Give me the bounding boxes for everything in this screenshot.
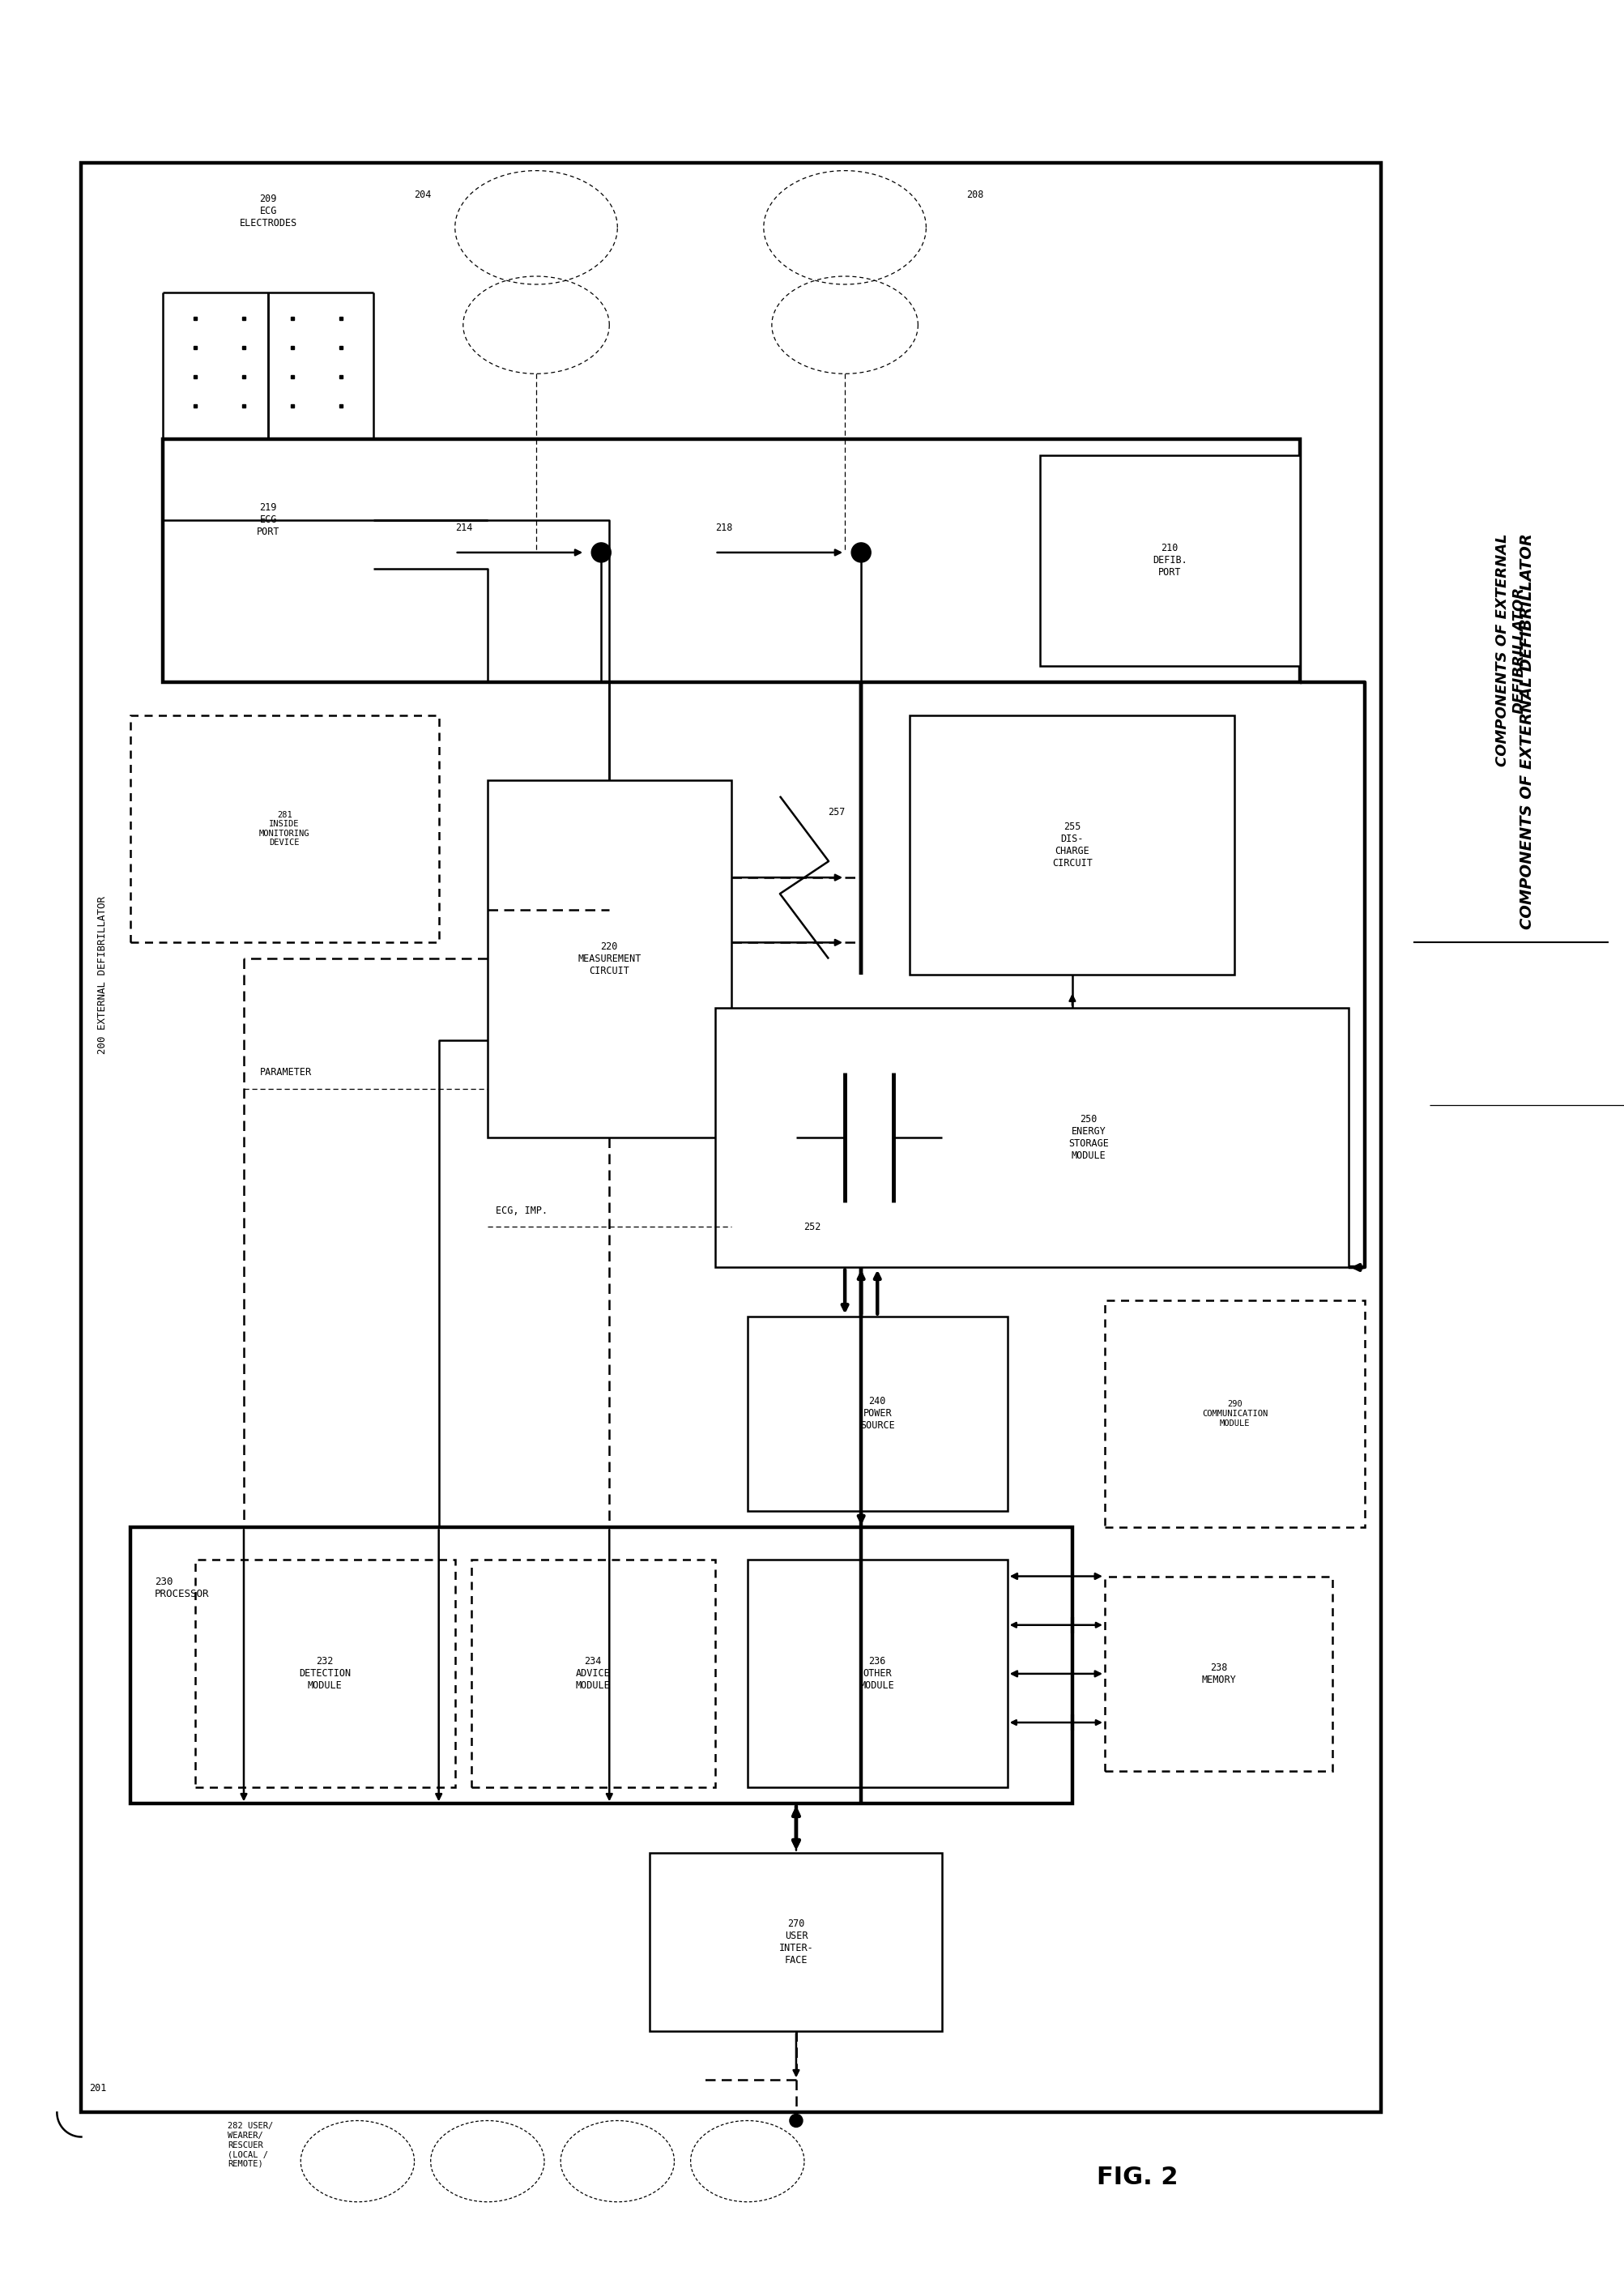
Bar <box>81 162 1380 2113</box>
Circle shape <box>591 544 611 562</box>
Bar <box>1104 1299 1364 1527</box>
Text: 290
COMMUNICATION
MODULE: 290 COMMUNICATION MODULE <box>1202 1401 1267 1426</box>
Text: 219
ECG
PORT: 219 ECG PORT <box>257 503 279 537</box>
Bar <box>130 1527 1072 1804</box>
Text: 240
POWER
SOURCE: 240 POWER SOURCE <box>859 1397 895 1431</box>
Text: FIG. 2: FIG. 2 <box>1096 2166 1177 2189</box>
Text: 230
PROCESSOR: 230 PROCESSOR <box>154 1577 209 1599</box>
Bar <box>650 1852 942 2032</box>
Text: 234
ADVICE
MODULE: 234 ADVICE MODULE <box>575 1656 611 1690</box>
Text: 252: 252 <box>804 1222 820 1233</box>
Text: 201: 201 <box>89 2084 107 2093</box>
Bar <box>471 1561 715 1788</box>
Text: 255
DIS-
CHARGE
CIRCUIT: 255 DIS- CHARGE CIRCUIT <box>1052 821 1091 869</box>
Text: 282 USER/
WEARER/
RESCUER
(LOCAL /
REMOTE): 282 USER/ WEARER/ RESCUER (LOCAL / REMOT… <box>227 2123 273 2168</box>
Text: 236
OTHER
MODULE: 236 OTHER MODULE <box>859 1656 895 1690</box>
Text: 257: 257 <box>828 808 844 817</box>
Bar <box>909 714 1234 976</box>
Text: 214: 214 <box>455 523 473 532</box>
Bar <box>162 439 1299 682</box>
Text: 209
ECG
ELECTRODES: 209 ECG ELECTRODES <box>239 193 297 230</box>
Bar <box>1039 455 1299 667</box>
Bar <box>487 780 731 1138</box>
Text: PARAMETER: PARAMETER <box>260 1067 312 1078</box>
Text: COMPONENTS OF EXTERNAL
DEFIBRILLATOR: COMPONENTS OF EXTERNAL DEFIBRILLATOR <box>1494 532 1527 767</box>
Bar <box>195 1561 455 1788</box>
Circle shape <box>789 2113 802 2127</box>
Bar <box>747 1317 1007 1511</box>
Text: 250
ENERGY
STORAGE
MODULE: 250 ENERGY STORAGE MODULE <box>1069 1115 1108 1160</box>
Bar <box>1104 1577 1332 1772</box>
Bar <box>715 1008 1348 1267</box>
Bar <box>162 439 374 601</box>
Text: 281
INSIDE
MONITORING
DEVICE: 281 INSIDE MONITORING DEVICE <box>258 810 310 846</box>
Text: 232
DETECTION
MODULE: 232 DETECTION MODULE <box>299 1656 351 1690</box>
Text: 204: 204 <box>414 189 430 200</box>
Circle shape <box>851 544 870 562</box>
Text: 218: 218 <box>715 523 732 532</box>
Text: 200 EXTERNAL DEFIBRILLATOR: 200 EXTERNAL DEFIBRILLATOR <box>97 896 109 1053</box>
Text: 210
DEFIB.
PORT: 210 DEFIB. PORT <box>1151 544 1187 578</box>
Bar <box>747 1561 1007 1788</box>
Text: ECG, IMP.: ECG, IMP. <box>495 1206 547 1215</box>
Text: 238
MEMORY: 238 MEMORY <box>1200 1663 1236 1686</box>
Text: COMPONENTS OF EXTERNAL DEFIBRILLATOR: COMPONENTS OF EXTERNAL DEFIBRILLATOR <box>1518 532 1535 928</box>
Text: 220
MEASUREMENT
CIRCUIT: 220 MEASUREMENT CIRCUIT <box>577 942 641 976</box>
Bar <box>130 714 438 942</box>
Text: 270
USER
INTER-
FACE: 270 USER INTER- FACE <box>778 1918 814 1966</box>
Text: 208: 208 <box>966 189 983 200</box>
